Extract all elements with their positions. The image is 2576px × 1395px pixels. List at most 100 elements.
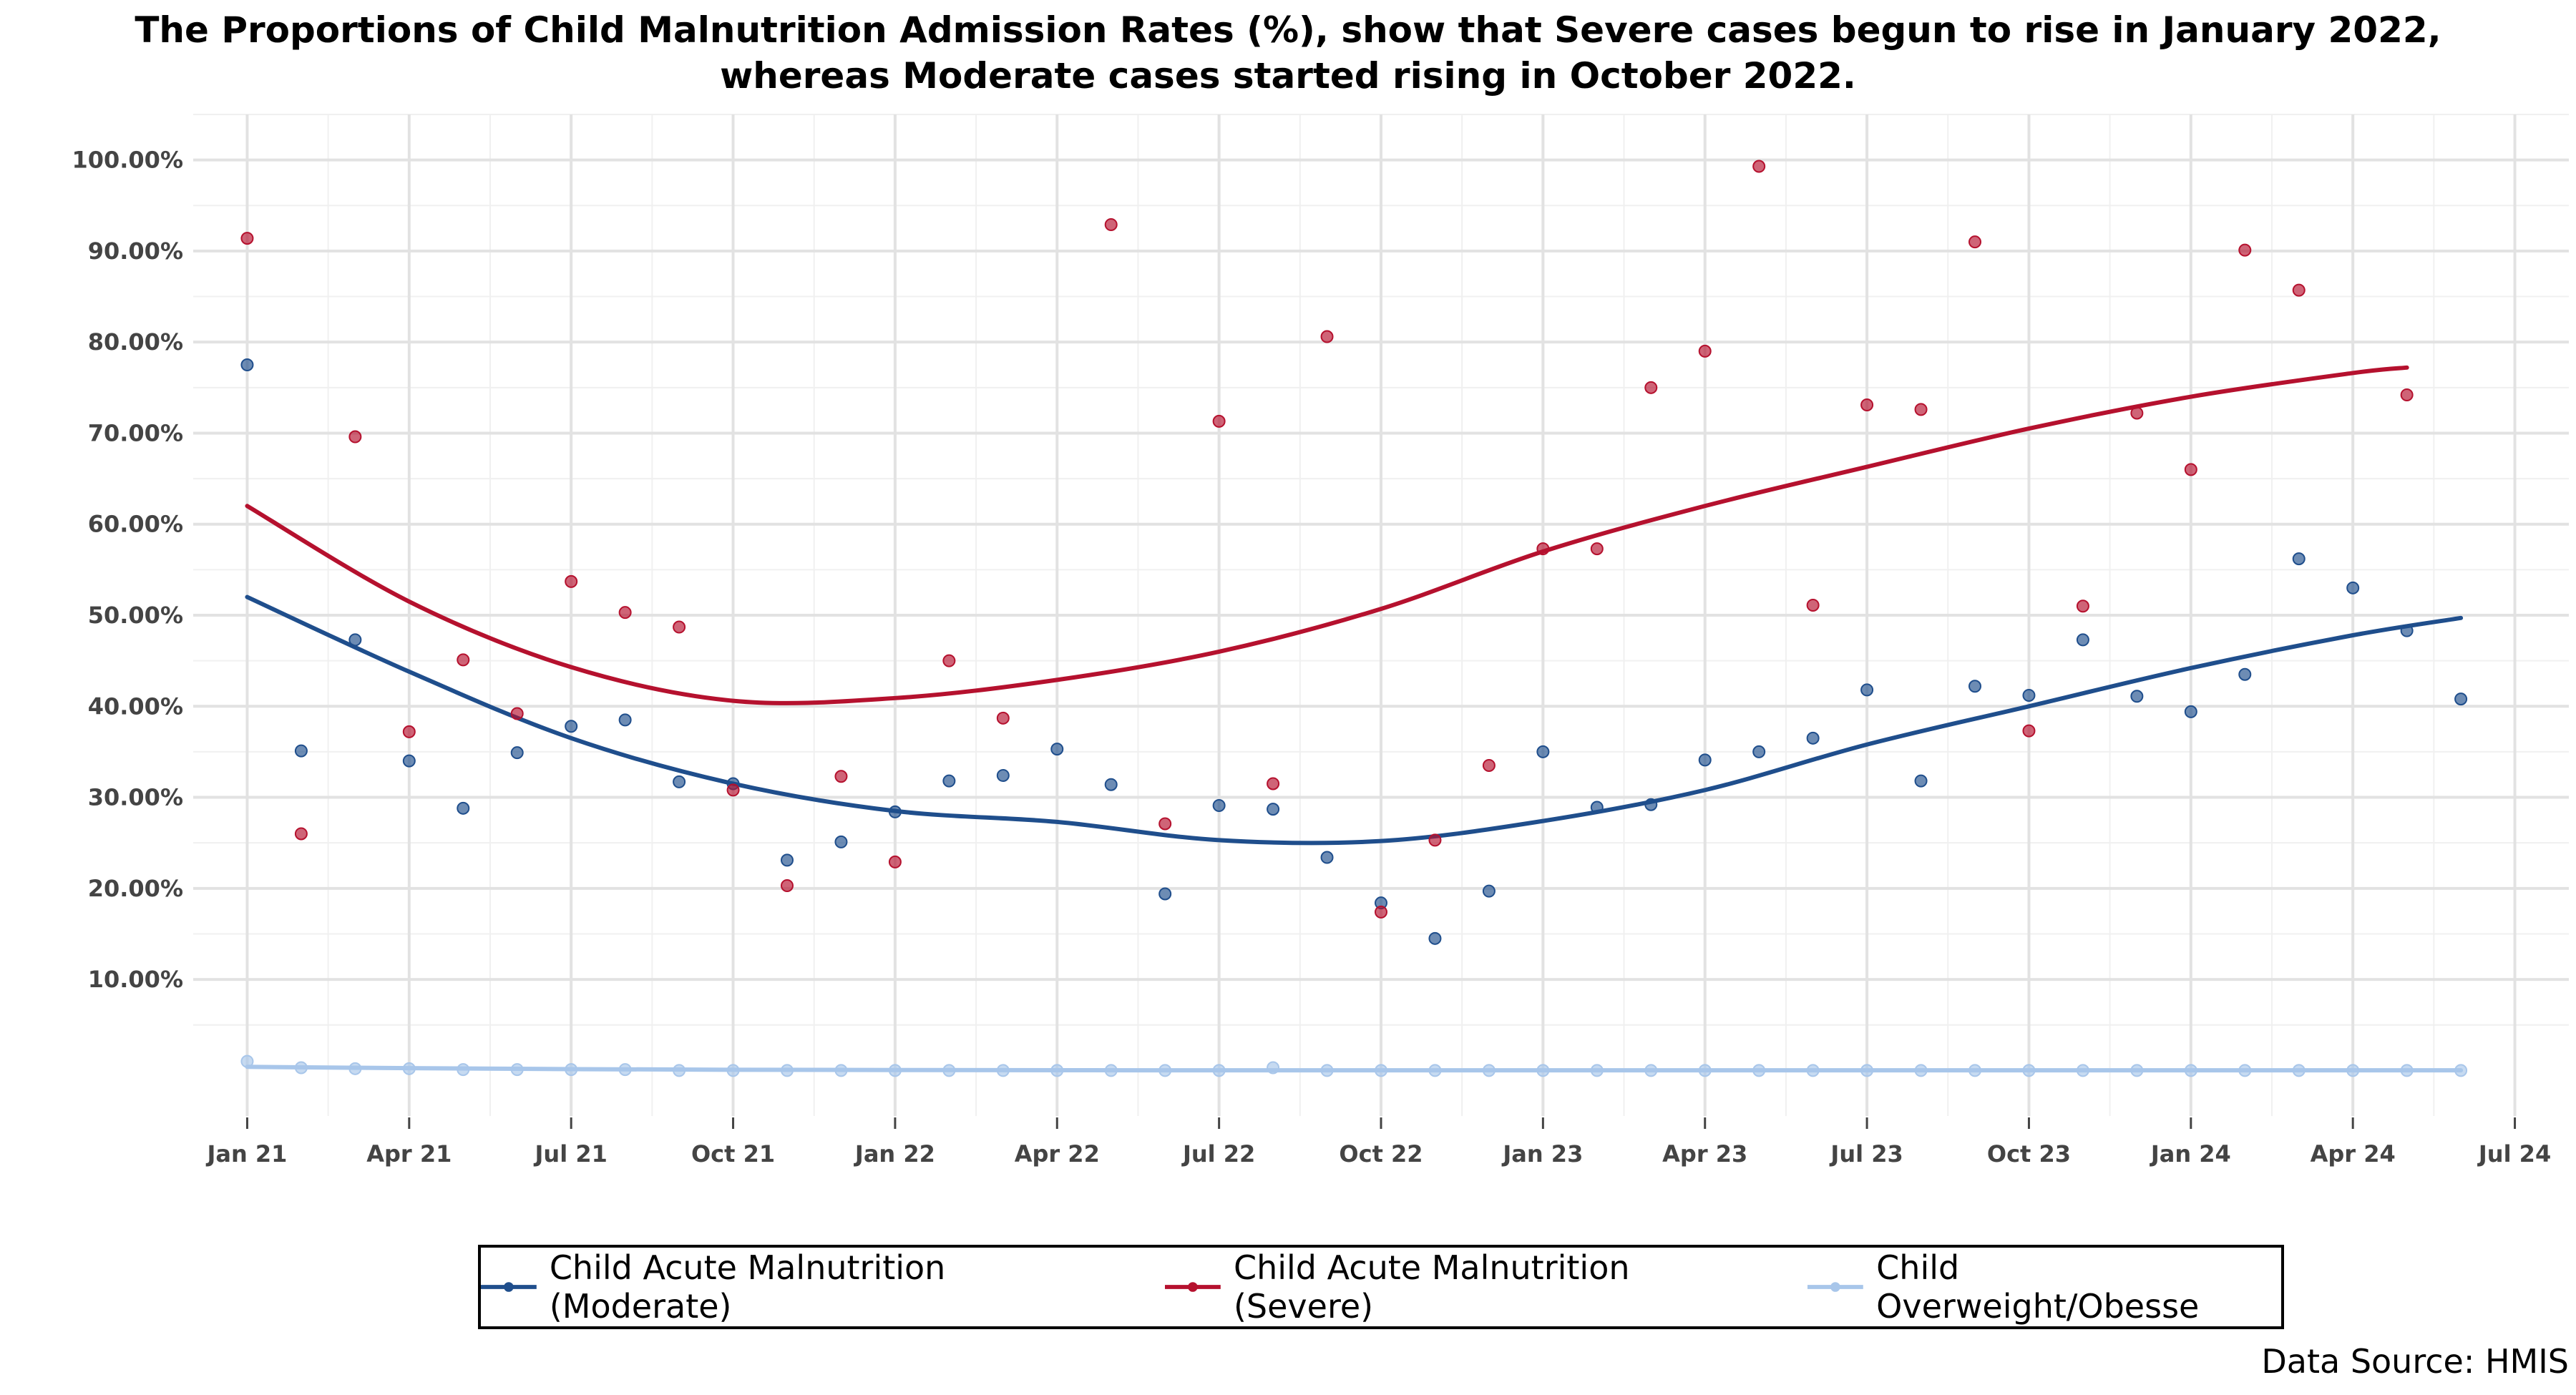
x-axis: Jan 21 Apr 21 Jul 21 Oct 21 Jan 22 Apr 22 Jul … — [205, 1117, 2551, 1168]
data-point-series-0 — [1536, 745, 1550, 758]
data-point-series-1 — [1375, 905, 1387, 919]
data-point-series-1 — [726, 783, 740, 797]
data-point-series-2 — [618, 1063, 632, 1077]
data-point-series-1 — [1806, 599, 1820, 612]
data-point-series-2 — [1752, 1064, 1766, 1077]
data-point-series-1 — [510, 707, 524, 720]
data-point-series-1 — [1914, 403, 1928, 416]
data-point-series-1 — [2076, 599, 2089, 613]
y-tick-label: 10.00% — [88, 966, 183, 993]
data-point-series-0 — [1212, 799, 1226, 812]
data-point-series-2 — [2346, 1064, 2360, 1077]
data-point-series-2 — [888, 1064, 902, 1077]
data-point-series-0 — [1860, 683, 1874, 697]
grid-lines — [193, 114, 2569, 1116]
data-points — [240, 160, 2468, 1077]
data-point-series-1 — [1590, 542, 1604, 556]
data-point-series-1 — [457, 653, 470, 667]
data-point-series-0 — [1428, 931, 1442, 945]
data-point-series-2 — [1536, 1064, 1550, 1077]
data-point-series-2 — [1644, 1064, 1658, 1077]
data-point-series-0 — [510, 746, 524, 760]
data-point-series-0 — [1050, 743, 1064, 756]
data-point-series-2 — [1590, 1064, 1604, 1077]
data-point-series-2 — [2238, 1064, 2252, 1077]
data-point-series-0 — [1320, 851, 1334, 864]
x-tick-label: Apr 21 — [366, 1140, 452, 1168]
data-point-series-0 — [348, 633, 362, 647]
data-point-series-0 — [294, 744, 308, 758]
legend-label-overweight: Child Overweight/Obesse — [1876, 1248, 2200, 1326]
data-point-series-0 — [2292, 552, 2306, 566]
data-point-series-2 — [2022, 1064, 2036, 1077]
data-point-series-0 — [1914, 774, 1928, 788]
data-point-series-0 — [1104, 778, 1118, 791]
data-point-series-2 — [2184, 1064, 2197, 1077]
data-point-series-1 — [402, 725, 416, 738]
data-point-series-2 — [834, 1064, 848, 1077]
data-point-series-1 — [1104, 218, 1118, 231]
data-point-series-1 — [834, 770, 848, 783]
data-point-series-1 — [2022, 724, 2036, 738]
data-point-series-1 — [1320, 330, 1334, 343]
data-point-series-0 — [781, 853, 794, 867]
y-tick-label: 30.00% — [88, 784, 183, 811]
data-point-series-1 — [1158, 817, 1172, 831]
data-point-series-1 — [1752, 160, 1766, 173]
y-tick-label: 80.00% — [88, 328, 183, 356]
data-point-series-0 — [565, 720, 578, 733]
data-point-series-0 — [2454, 692, 2468, 706]
data-point-series-0 — [1267, 803, 1280, 816]
y-axis: 10.00% 20.00% 30.00% 40.00% 50.00% 60.00% 70.0… — [72, 147, 183, 993]
data-point-series-1 — [888, 855, 902, 868]
data-point-series-0 — [888, 805, 902, 818]
data-point-series-0 — [2238, 667, 2252, 681]
data-point-series-1 — [1644, 381, 1658, 394]
trend-line-series-2 — [245, 1064, 2464, 1073]
data-point-series-1 — [2238, 243, 2252, 257]
data-point-series-1 — [1536, 542, 1550, 556]
data-point-series-1 — [348, 430, 362, 444]
data-point-series-2 — [2400, 1064, 2414, 1077]
data-point-series-2 — [457, 1063, 470, 1077]
data-point-series-1 — [1267, 777, 1280, 790]
data-point-series-2 — [1968, 1064, 1981, 1077]
data-point-series-1 — [673, 620, 686, 634]
data-point-series-1 — [942, 654, 956, 667]
data-point-series-2 — [1806, 1064, 1820, 1077]
data-point-series-0 — [1644, 798, 1658, 811]
data-point-series-2 — [781, 1064, 794, 1077]
data-point-series-0 — [2076, 633, 2089, 647]
trend-line-series-0 — [245, 594, 2464, 846]
y-tick-label: 70.00% — [88, 419, 183, 446]
data-point-series-0 — [1482, 884, 1496, 898]
legend-label-severe: Child Acute Malnutrition (Severe) — [1233, 1248, 1630, 1326]
x-tick-label: Oct 22 — [1339, 1140, 1423, 1168]
data-point-series-2 — [1158, 1064, 1172, 1077]
data-point-series-2 — [1860, 1064, 1874, 1077]
data-point-series-2 — [1914, 1064, 1928, 1077]
x-tick-label: Jul 22 — [1181, 1140, 1255, 1168]
data-point-series-2 — [565, 1063, 578, 1077]
data-point-series-0 — [1752, 745, 1766, 758]
legend-item-severe: Child Acute Malnutrition (Severe) — [1165, 1248, 1765, 1326]
trend-lines — [245, 365, 2464, 1073]
x-tick-label: Jul 23 — [1829, 1140, 1903, 1168]
data-source-note: Data Source: HMIS — [2261, 1342, 2569, 1381]
legend-item-moderate: Child Acute Malnutrition (Moderate) — [481, 1248, 1122, 1326]
data-point-series-0 — [618, 713, 632, 727]
data-point-series-2 — [294, 1061, 308, 1075]
data-point-series-2 — [1104, 1064, 1118, 1077]
data-point-series-1 — [1428, 833, 1442, 847]
data-point-series-2 — [402, 1062, 416, 1075]
x-tick-label: Jan 22 — [854, 1140, 935, 1168]
data-point-series-0 — [942, 774, 956, 788]
data-point-series-0 — [2184, 705, 2197, 718]
data-point-series-1 — [1698, 344, 1712, 358]
data-point-series-2 — [2292, 1064, 2306, 1077]
chart-title-line-2: whereas Moderate cases started rising in… — [720, 55, 1856, 97]
data-point-series-0 — [402, 754, 416, 768]
data-point-series-2 — [1320, 1064, 1334, 1077]
data-point-series-2 — [996, 1064, 1010, 1077]
legend: Child Acute Malnutrition (Moderate) Chil… — [478, 1245, 2284, 1329]
